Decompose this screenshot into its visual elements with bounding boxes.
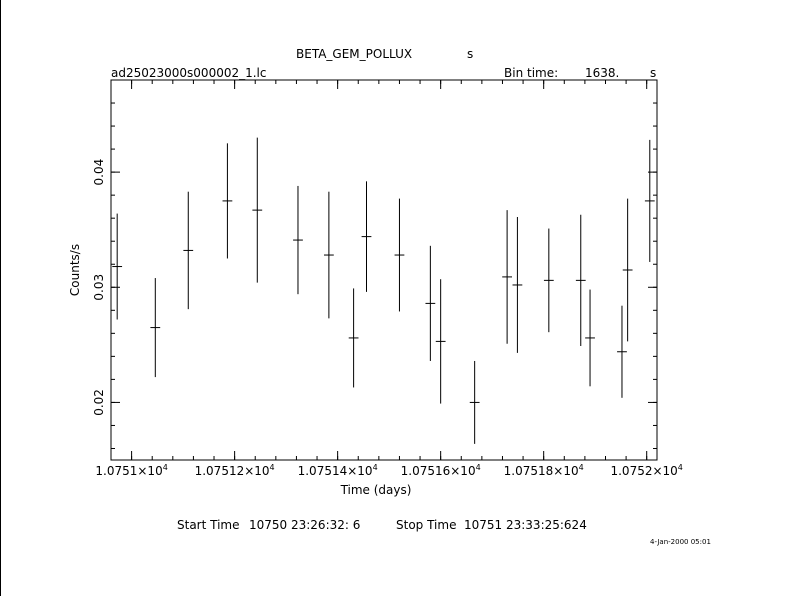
data-point xyxy=(361,181,372,292)
data-point xyxy=(323,191,334,319)
data-point xyxy=(644,139,655,262)
data-point xyxy=(348,288,359,388)
start-time-value: 10750 23:26:32: 6 xyxy=(249,518,361,532)
x-tick-labels: 1.0751×104 1.07512×104 1.07514×104 1.07516×… xyxy=(95,463,683,478)
y-tick-label: 0.02 xyxy=(92,389,106,416)
x-axis-label: Time (days) xyxy=(340,483,412,497)
y-axis-label: Counts/s xyxy=(68,244,82,296)
stop-time-label: Stop Time xyxy=(396,518,457,532)
data-point xyxy=(469,360,480,444)
x-tick-label: 1.07514×104 xyxy=(298,463,378,478)
data-point xyxy=(502,210,513,344)
plot-frame xyxy=(110,79,658,461)
data-point xyxy=(435,279,446,404)
data-point xyxy=(293,185,303,295)
data-point xyxy=(585,289,595,387)
data-point xyxy=(617,305,627,398)
data-point xyxy=(150,278,161,378)
object-name: BETA_GEM_POLLUX xyxy=(296,47,413,61)
bin-time-unit: s xyxy=(650,66,657,80)
x-tick-label: 1.07512×104 xyxy=(195,463,275,478)
data-point xyxy=(622,198,633,342)
y-tick-label: 0.04 xyxy=(92,159,106,186)
x-tick-label: 1.0752×104 xyxy=(610,463,682,478)
data-point xyxy=(512,217,523,353)
data-points xyxy=(112,137,655,444)
object-suffix: s xyxy=(467,47,474,61)
file-name: ad25023000s000002_1.lc xyxy=(111,66,267,80)
stop-time-value: 10751 23:33:25:624 xyxy=(464,518,587,532)
x-tick-label: 1.07516×104 xyxy=(401,463,481,478)
data-point xyxy=(112,213,123,320)
data-point xyxy=(575,214,586,346)
bin-time-label: Bin time: xyxy=(504,66,559,80)
bin-time-value: 1638. xyxy=(585,66,620,80)
x-tick-label: 1.0751×104 xyxy=(95,463,167,478)
start-time-label: Start Time xyxy=(177,518,240,532)
data-point xyxy=(222,143,233,259)
data-point xyxy=(183,191,194,310)
data-point xyxy=(252,137,263,283)
x-tick-label: 1.07518×104 xyxy=(504,463,584,478)
window-left-border xyxy=(0,0,1,596)
data-point xyxy=(425,245,436,361)
data-point xyxy=(394,198,405,312)
timestamp: 4-Jan-2000 05:01 xyxy=(650,538,711,546)
axis-ticks xyxy=(110,79,657,460)
y-tick-label: 0.03 xyxy=(92,274,106,301)
y-tick-labels: 0.02 0.03 0.04 xyxy=(92,159,106,416)
data-point xyxy=(543,228,554,333)
